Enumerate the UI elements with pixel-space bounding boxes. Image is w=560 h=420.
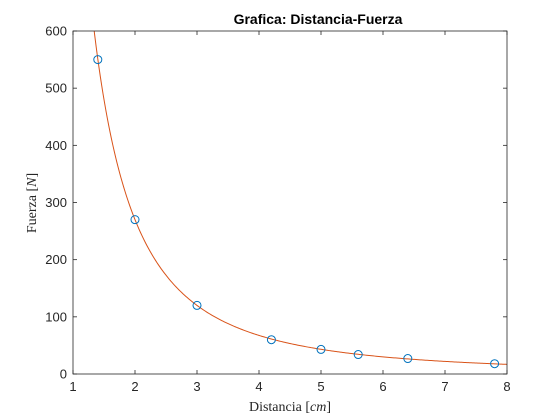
x-tick-label: 8	[503, 379, 510, 394]
y-tick-label: 200	[45, 252, 67, 267]
data-point	[266, 335, 276, 345]
x-tick-label: 1	[69, 379, 76, 394]
x-axis-label: Distancia [cm]	[249, 400, 331, 415]
y-tick-label: 400	[45, 138, 67, 153]
data-point	[130, 215, 140, 225]
fit-curve-layer	[93, 31, 507, 365]
y-tick-label: 600	[45, 24, 67, 39]
y-axis-label: Fuerza [N]	[25, 173, 40, 233]
axes-background	[73, 31, 507, 374]
data-point	[490, 359, 500, 369]
x-tick-label: 4	[255, 379, 262, 394]
data-point	[353, 350, 363, 360]
data-point	[93, 55, 103, 65]
data-point	[316, 344, 326, 354]
data-point	[192, 300, 202, 310]
y-tick-label: 100	[45, 309, 67, 324]
y-tick-label: 0	[60, 367, 67, 382]
tick-labels: 1 2 3 4 5 6 7 8 0 100 200 300 400 500 600	[45, 24, 510, 395]
axes	[72, 30, 508, 375]
x-tick-label: 7	[441, 379, 448, 394]
chart-title: Grafica: Distancia-Fuerza	[234, 11, 403, 27]
x-tick-label: 6	[379, 379, 386, 394]
data-points-layer	[93, 55, 500, 369]
x-tick-label: 2	[131, 379, 138, 394]
x-tick-label: 3	[193, 379, 200, 394]
fit-curve	[93, 31, 507, 365]
data-point	[403, 354, 413, 364]
y-tick-label: 300	[45, 195, 67, 210]
x-tick-label: 5	[317, 379, 324, 394]
y-tick-label: 500	[45, 81, 67, 96]
